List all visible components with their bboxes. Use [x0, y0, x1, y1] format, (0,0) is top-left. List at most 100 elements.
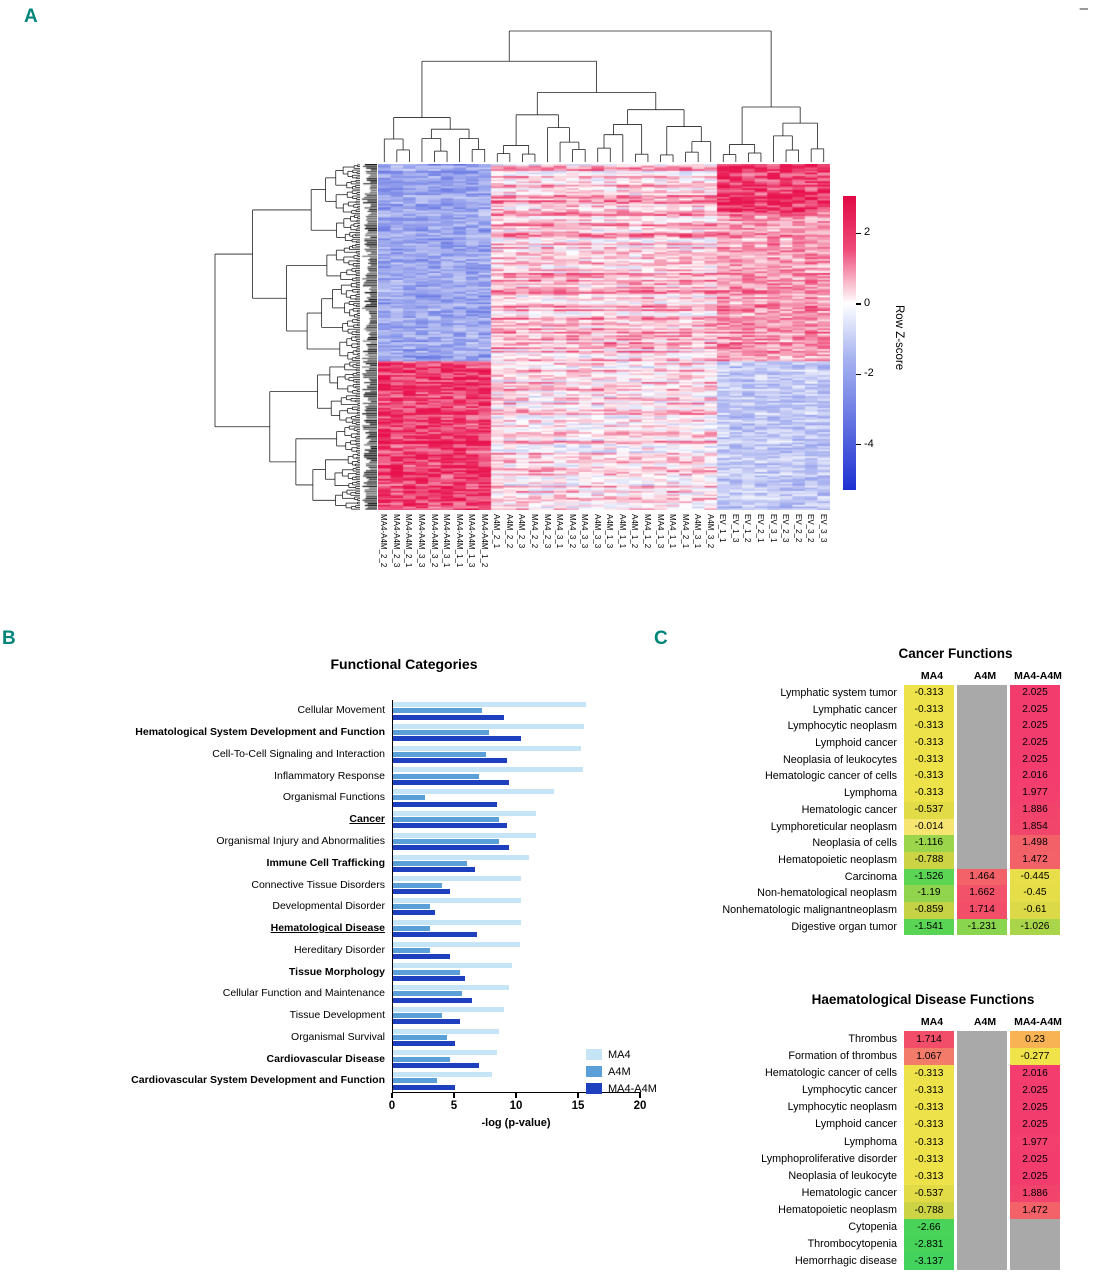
legend-item: MA4	[586, 1046, 657, 1063]
value-cell: -0.45	[1010, 885, 1060, 902]
bar-category-row: Cellular Movement	[8, 700, 648, 722]
row-label: Non-hematological neoplasm	[757, 887, 897, 900]
row-label: Nonhematologic malignantneoplasm	[722, 903, 897, 916]
row-label: Thrombocytopenia	[807, 1238, 897, 1251]
heatmap-col-label: A4M_2_3	[517, 514, 527, 549]
bar-group	[392, 1026, 640, 1049]
bar-category-label: Developmental Disorder	[272, 900, 385, 913]
x-axis-tick-label: 15	[571, 1100, 585, 1112]
legend-label: MA4-A4M	[608, 1082, 657, 1095]
bar-group	[392, 721, 640, 744]
legend-item: A4M	[586, 1063, 657, 1080]
bar-ma4	[393, 702, 586, 708]
bar-category-row: Cellular Function and Maintenance	[8, 982, 648, 1005]
bar-group	[392, 808, 640, 831]
bar-category-label: Hereditary Disorder	[293, 943, 385, 956]
row-label: Hematologic cancer of cells	[764, 1067, 897, 1080]
table-header: MA4 A4M MA4-A4M	[711, 1016, 1062, 1028]
table-row: Hematologic cancer of cells -0.313 2.016	[711, 768, 1060, 786]
table-row: Lymphoreticular neoplasm -0.014 1.854	[711, 818, 1060, 836]
value-cell	[1010, 1236, 1060, 1254]
bar-a4m	[393, 838, 500, 844]
heatmap-col-label: MA4-A4M_2_3	[391, 514, 401, 568]
x-axis-tick-label: 20	[633, 1100, 647, 1112]
bar-group	[392, 939, 640, 962]
bar-ma4	[393, 1028, 500, 1034]
bar-ma4	[393, 1072, 492, 1078]
panel-a-label: A	[24, 6, 38, 27]
value-cell: -1.231	[957, 918, 1007, 936]
table-row: Lymphocytic neoplasm -0.313 2.025	[711, 718, 1060, 736]
bar-a4m	[393, 1034, 448, 1040]
heatmap-col-label: MA4-A4M_2_1	[404, 514, 414, 568]
row-label: Cytopenia	[848, 1221, 897, 1234]
heatmap-col-label: MA4_1_3	[655, 514, 665, 549]
heatmap-col-label: EV_2_3	[781, 514, 791, 543]
x-axis-tick	[391, 1093, 393, 1098]
value-cell	[957, 851, 1007, 869]
heatmap-col-label: EV_3_1	[768, 514, 778, 543]
bar-a4m	[393, 991, 463, 997]
bar-ma4-a4m	[393, 888, 450, 894]
value-cell: 2.025	[1010, 1099, 1060, 1117]
colorbar-tick-mark	[856, 444, 861, 446]
bar-ma4-a4m	[393, 866, 475, 872]
x-axis-tick-label: 5	[450, 1100, 458, 1112]
value-cell	[957, 701, 1007, 719]
value-cell	[957, 818, 1007, 836]
bar-ma4-a4m	[393, 823, 507, 829]
bar-chart: Cellular Movement Hematological System De…	[8, 700, 648, 1092]
bar-category-row: Developmental Disorder	[8, 895, 648, 918]
heatmap-col-label: MA4-A4M_1_2	[479, 514, 489, 568]
legend-swatch	[586, 1066, 602, 1077]
row-label: Formation of thrombus	[788, 1050, 897, 1063]
row-label: Lymphoid cancer	[815, 1118, 897, 1131]
value-cell: -0.859	[904, 901, 954, 919]
value-cell: 1.977	[1010, 1133, 1060, 1151]
bar-group	[392, 765, 640, 788]
bar-ma4-a4m	[393, 953, 450, 959]
bar-category-label: Inflammatory Response	[274, 769, 385, 782]
bar-group	[392, 982, 640, 1005]
table-row: Neoplasia of leukocyte -0.313 2.025	[711, 1167, 1060, 1185]
colorbar-tick-label: -4	[864, 437, 874, 450]
bar-category-label: Cellular Function and Maintenance	[222, 987, 385, 1000]
value-cell	[1010, 1253, 1060, 1271]
row-label: Lymphocytic cancer	[801, 1084, 897, 1097]
value-cell: -1.19	[904, 885, 954, 902]
x-axis-tick-label: 10	[509, 1100, 523, 1112]
bar-ma4-a4m	[393, 714, 505, 720]
heatmap-col-label: A4M_3_1	[693, 514, 703, 549]
bar-ma4-a4m	[393, 1019, 460, 1025]
value-cell: 1.714	[957, 901, 1007, 919]
value-cell	[957, 1065, 1007, 1083]
bar-ma4	[393, 1050, 497, 1056]
colorbar-tick-label: -2	[864, 367, 874, 380]
bar-category-row: Organismal Injury and Abnormalities	[8, 830, 648, 853]
value-cell	[957, 718, 1007, 736]
table-row: Lymphoproliferative disorder -0.313 2.025	[711, 1150, 1060, 1168]
value-cell: 2.025	[1010, 701, 1060, 719]
table-row: Non-hematological neoplasm -1.19 1.662 -0.4…	[711, 885, 1060, 902]
x-axis-tick	[639, 1093, 641, 1098]
row-label: Lymphoreticular neoplasm	[770, 820, 897, 833]
heatmap-col-label: A4M_3_2	[705, 514, 715, 549]
table-row: Neoplasia of cells -1.116 1.498	[711, 835, 1060, 852]
heatmap-col-label: MA4_3_2	[567, 514, 577, 549]
value-cell: -0.313	[904, 751, 954, 769]
value-cell	[957, 801, 1007, 819]
bar-category-row: Tissue Development	[8, 1004, 648, 1027]
value-cell: -0.277	[1010, 1048, 1060, 1066]
bar-a4m	[393, 882, 443, 888]
bar-category-label: Organismal Functions	[282, 791, 385, 804]
bar-ma4-a4m	[393, 779, 510, 785]
bar-a4m	[393, 708, 482, 714]
bar-ma4	[393, 1006, 505, 1012]
row-label: Neoplasia of cells	[812, 837, 897, 850]
bar-ma4	[393, 919, 522, 925]
value-cell: -0.313	[904, 718, 954, 736]
value-cell: 2.025	[1010, 1150, 1060, 1168]
value-cell	[957, 1048, 1007, 1066]
bar-chart-title: Functional Categories	[330, 656, 478, 672]
bar-category-row: Cancer	[8, 808, 648, 831]
